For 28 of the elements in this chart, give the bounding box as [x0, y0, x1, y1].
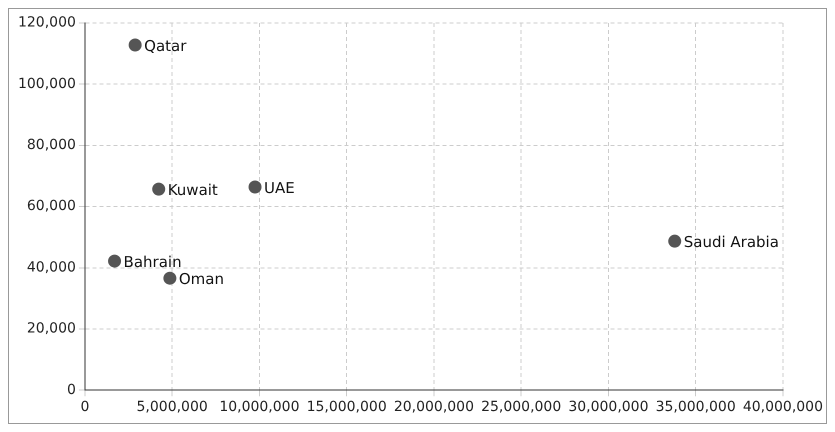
annotation: Bahrain	[124, 252, 182, 271]
x-tick-label: 10,000,000	[219, 399, 300, 416]
x-tick-label: 0	[80, 399, 90, 416]
x-tick-label: 40,000,000	[742, 399, 824, 416]
point	[163, 272, 176, 285]
x-tick-label: 20,000,000	[394, 399, 474, 416]
point	[128, 38, 142, 52]
annotation: Kuwait	[168, 181, 218, 200]
y-tick-label: 0	[66, 382, 76, 398]
y-tick-label: 80,000	[26, 137, 76, 154]
annotation: UAE	[264, 178, 295, 197]
x-tick-label: 35,000,000	[656, 399, 736, 416]
y-tick-label: 60,000	[26, 198, 76, 214]
y-tick-label: 120,000	[18, 14, 76, 31]
annotation: Qatar	[144, 36, 188, 55]
y-tick-label: 100,000	[18, 76, 76, 92]
point	[248, 180, 262, 194]
x-tick-label: 30,000,000	[568, 399, 648, 416]
x-tick-label: 15,000,000	[306, 399, 387, 416]
annotation: Oman	[178, 270, 224, 288]
y-tick-label: 20,000	[26, 320, 76, 337]
x-tick-label: 5,000,000	[136, 399, 208, 416]
point	[668, 234, 682, 248]
x-tick-label: 25,000,000	[481, 399, 562, 416]
annotation: Saudi Arabia	[684, 233, 779, 252]
point	[152, 182, 166, 196]
point	[108, 254, 122, 268]
y-tick-label: 40,000	[26, 259, 76, 276]
